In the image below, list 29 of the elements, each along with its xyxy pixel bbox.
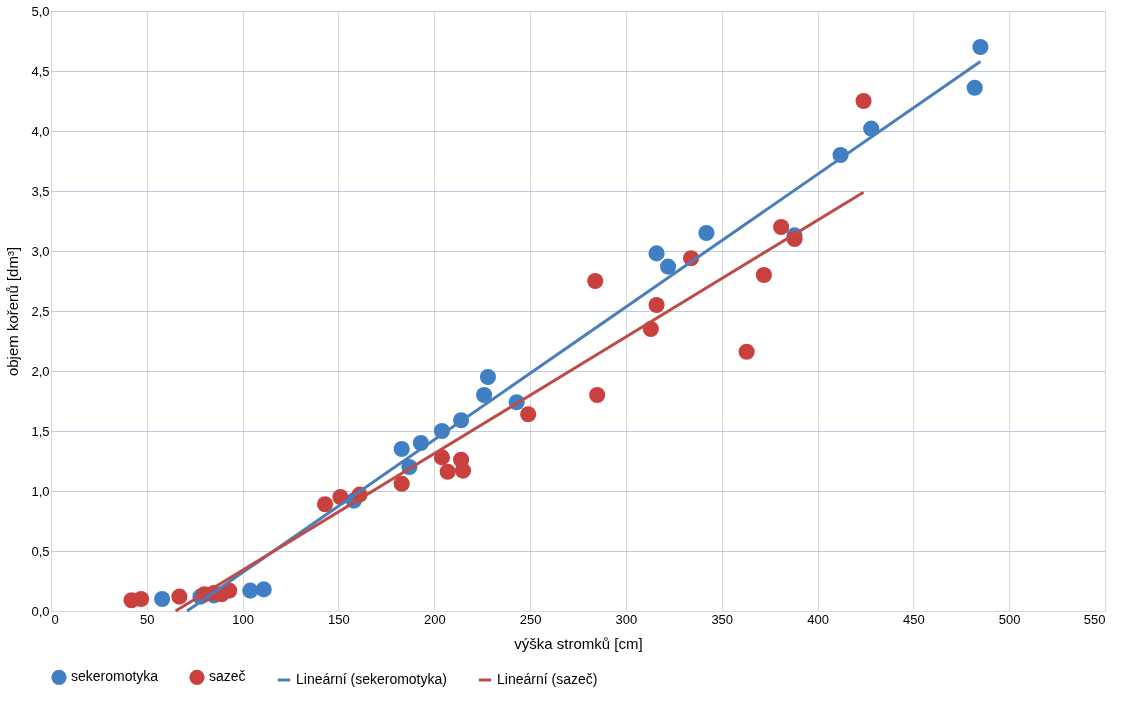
x-tick-label: 0 [51,611,59,627]
y-tick-label: 4,5 [31,63,50,79]
x-axis-title: výška stromků [cm] [514,634,643,652]
legend-label: Lineární (sekeromotyka) [296,671,447,687]
x-tick-label: 150 [328,611,350,627]
y-tick-label: 5,0 [31,3,50,19]
y-tick-label: 2,0 [31,363,50,379]
legend-label: sekeromotyka [71,668,159,685]
y-tick-label: 0,5 [31,543,50,559]
y-tick-label: 2,5 [31,303,50,319]
x-tick-label: 300 [615,611,638,627]
x-tick-label: 400 [807,611,829,627]
x-tick-label: 250 [519,611,542,627]
x-tick-label: 350 [711,611,734,627]
y-tick-label: 4,0 [31,123,50,139]
y-tick-label: 3,0 [31,243,50,259]
x-tick-label: 200 [423,611,446,627]
x-tick-label: 550 [1083,611,1106,627]
legend-label: sazeč [209,668,246,685]
y-tick-label: 1,5 [31,423,50,439]
y-tick-label: 0,0 [31,603,50,619]
y-tick-label: 3,5 [31,183,50,199]
x-tick-label: 50 [140,611,155,627]
y-tick-label: 1,0 [31,483,50,499]
x-tick-label: 500 [998,611,1021,627]
y-axis-title: objem kořenů [dm³] [4,246,22,377]
x-tick-label: 100 [232,611,254,627]
legend-label: Lineární (sazeč) [497,671,598,687]
x-tick-label: 450 [903,611,925,627]
